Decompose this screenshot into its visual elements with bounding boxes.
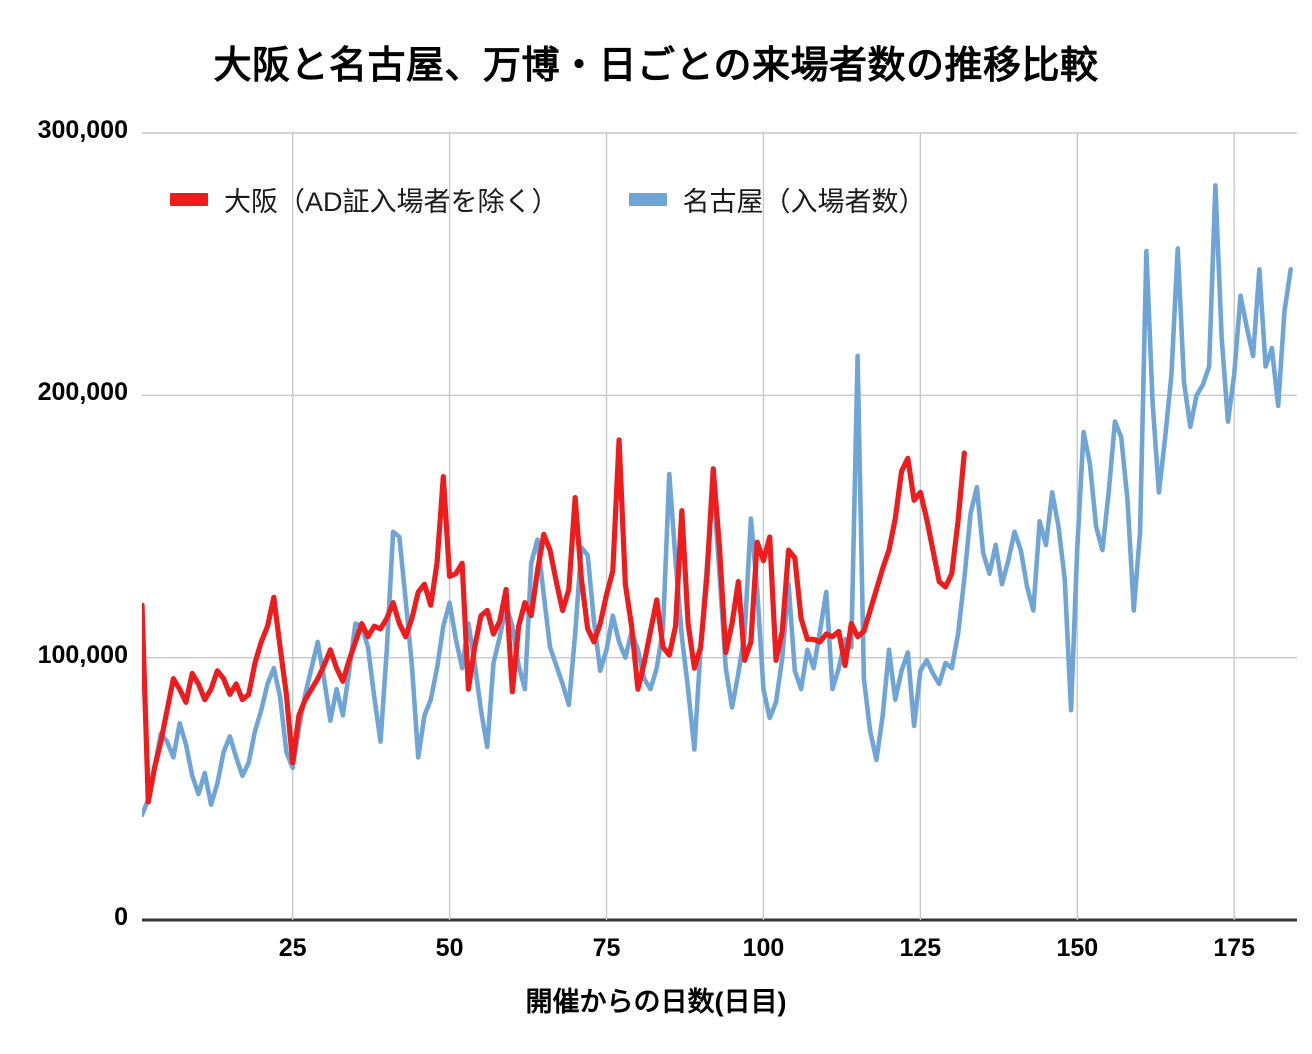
legend-swatch-nagoya — [628, 193, 667, 206]
legend-label-nagoya: 名古屋（入場者数） — [682, 187, 926, 217]
x-axis-tick-label: 175 — [1213, 934, 1256, 962]
chart-legend: 大阪（AD証入場者を除く） 名古屋（入場者数） — [170, 180, 926, 219]
x-axis-tick-label: 100 — [742, 934, 785, 962]
series-line-osaka — [142, 437, 967, 805]
x-axis-tick-label: 75 — [592, 934, 621, 962]
legend-item-nagoya[interactable]: 名古屋（入場者数） — [628, 180, 926, 219]
series-group — [142, 183, 1294, 818]
x-axis-tick-label: 50 — [435, 934, 464, 962]
legend-label-osaka: 大阪（AD証入場者を除く） — [224, 187, 559, 217]
x-axis-tick-label: 25 — [278, 934, 307, 962]
x-axis-tick-label: 150 — [1056, 934, 1099, 962]
x-axis-title: 開催からの日数(日目) — [525, 987, 787, 1017]
legend-swatch-osaka — [170, 193, 208, 206]
y-axis-tick-label: 0 — [114, 903, 128, 931]
y-axis-tick-label: 200,000 — [37, 378, 128, 407]
y-axis-tick-label: 300,000 — [37, 116, 128, 144]
x-axis-tick-label: 125 — [899, 934, 942, 962]
y-axis-tick-label: 100,000 — [37, 640, 128, 669]
chart-title: 大阪と名古屋、万博・日ごとの来場者数の推移比較 — [213, 45, 1099, 87]
legend-item-osaka[interactable]: 大阪（AD証入場者を除く） — [170, 180, 559, 219]
